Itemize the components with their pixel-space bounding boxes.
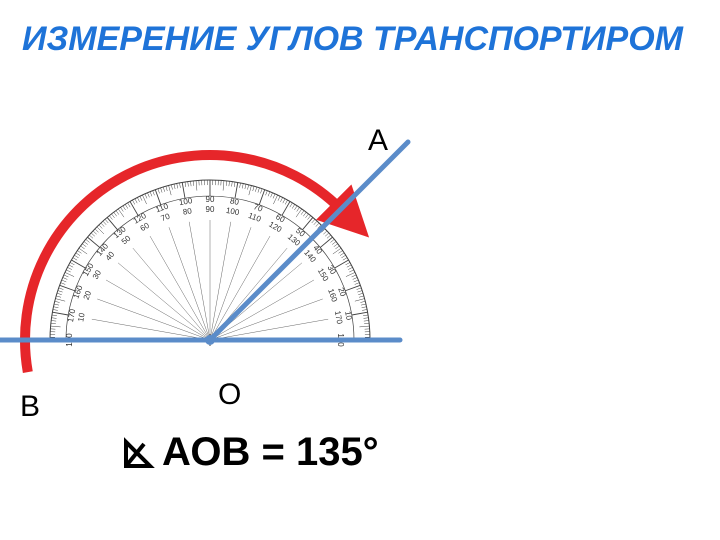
svg-text:90: 90	[206, 195, 215, 204]
svg-text:70: 70	[160, 211, 172, 223]
angle-equation-text: АОВ = 135°	[162, 430, 379, 474]
angle-icon	[120, 436, 156, 472]
point-label-a: А	[368, 124, 388, 158]
point-label-b: В	[20, 390, 40, 424]
svg-text:100: 100	[225, 206, 240, 217]
svg-text:80: 80	[229, 196, 240, 207]
angle-equation: АОВ = 135°	[120, 430, 379, 475]
svg-text:10: 10	[343, 310, 354, 321]
svg-text:90: 90	[206, 205, 215, 214]
svg-text:80: 80	[182, 206, 193, 217]
svg-text:100: 100	[178, 196, 193, 207]
point-label-o: О	[218, 378, 241, 412]
svg-text:20: 20	[82, 289, 94, 301]
svg-text:170: 170	[333, 310, 344, 325]
svg-text:10: 10	[76, 312, 87, 323]
